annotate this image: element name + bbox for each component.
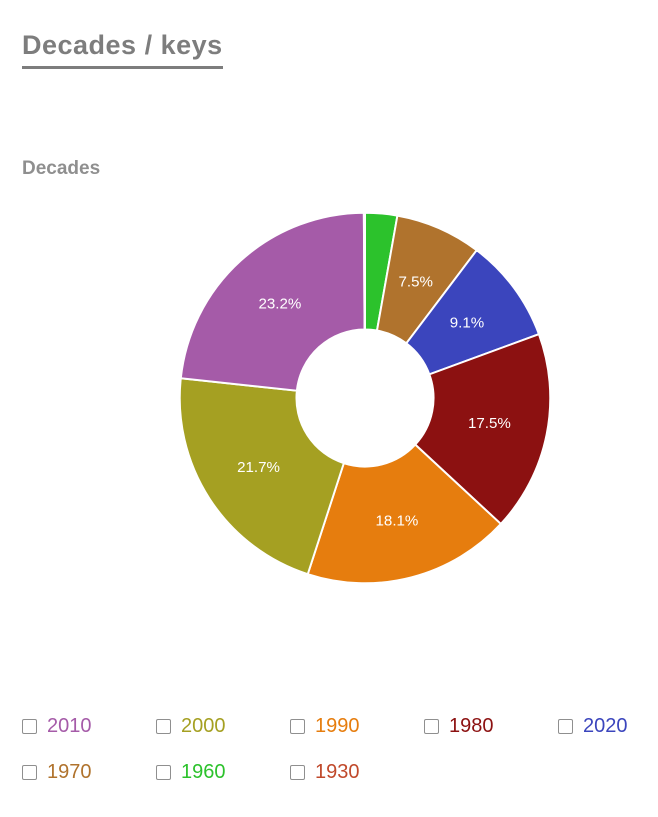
legend-item-2000[interactable]: 2000: [156, 716, 290, 736]
pie-slice-2000[interactable]: [178, 377, 346, 576]
slice-label-1990: 18.1%: [376, 513, 419, 530]
slice-label-2010: 23.2%: [258, 296, 301, 313]
legend-item-1970[interactable]: 1970: [22, 762, 156, 782]
page-title: Decades / keys: [22, 30, 223, 70]
pie-slice-1930[interactable]: [362, 211, 366, 331]
legend-label: 2010: [47, 715, 92, 737]
legend-label: 1930: [315, 761, 360, 783]
slice-label-2020: 9.1%: [450, 314, 484, 331]
legend: 2010 2000 1990 1980 2020 1970 1960 1930: [22, 716, 658, 808]
pie-slice-2010[interactable]: [179, 211, 366, 392]
legend-item-1980[interactable]: 1980: [424, 716, 558, 736]
pie-slice-1990[interactable]: [306, 443, 503, 585]
legend-row: 2010 2000 1990 1980 2020: [22, 716, 658, 736]
legend-item-1960[interactable]: 1960: [156, 762, 290, 782]
slice-label-1980: 17.5%: [468, 415, 511, 432]
legend-label: 2020: [583, 715, 628, 737]
legend-checkbox-2010[interactable]: [22, 718, 37, 734]
slice-label-2000: 21.7%: [237, 459, 280, 476]
legend-checkbox-2020[interactable]: [558, 718, 573, 734]
legend-label: 1970: [47, 761, 92, 783]
legend-label: 1960: [181, 761, 226, 783]
legend-checkbox-2000[interactable]: [156, 718, 171, 734]
legend-item-1930[interactable]: 1930: [290, 762, 424, 782]
decades-donut-chart: 7.5% 9.1% 17.5% 18.1% 21.7% 23.2%: [178, 211, 552, 585]
slice-label-1970: 7.5%: [399, 274, 433, 291]
pie-slice-1980[interactable]: [413, 332, 552, 526]
legend-item-2020[interactable]: 2020: [558, 716, 658, 736]
legend-row: 1970 1960 1930: [22, 762, 658, 782]
legend-item-1990[interactable]: 1990: [290, 716, 424, 736]
legend-checkbox-1990[interactable]: [290, 718, 305, 734]
legend-checkbox-1970[interactable]: [22, 764, 37, 780]
legend-label: 2000: [181, 715, 226, 737]
legend-checkbox-1980[interactable]: [424, 718, 439, 734]
legend-label: 1980: [449, 715, 494, 737]
legend-item-2010[interactable]: 2010: [22, 716, 156, 736]
legend-checkbox-1930[interactable]: [290, 764, 305, 780]
legend-checkbox-1960[interactable]: [156, 764, 171, 780]
chart-title: Decades: [22, 158, 101, 179]
legend-label: 1990: [315, 715, 360, 737]
chart-area: 7.5% 9.1% 17.5% 18.1% 21.7% 23.2%: [170, 203, 560, 593]
